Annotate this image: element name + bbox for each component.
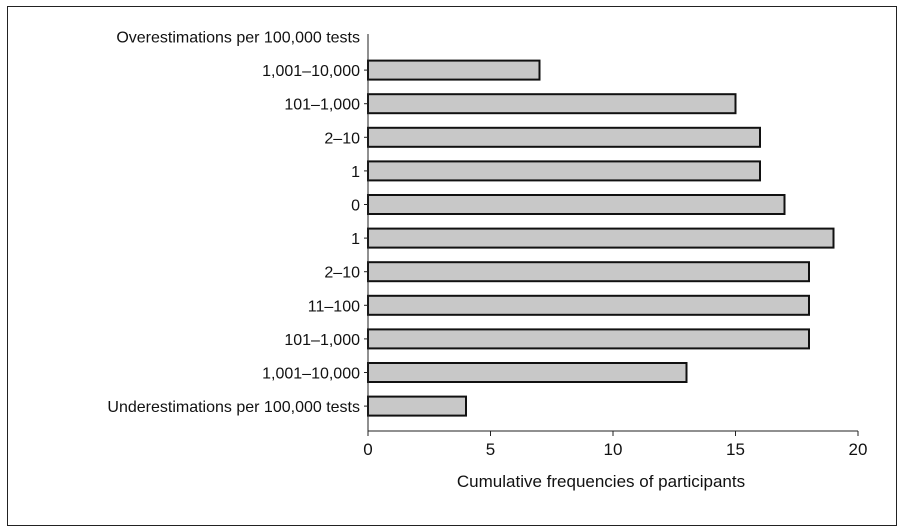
- y-axis-ticks: [364, 69, 368, 407]
- category-label: 0: [351, 198, 360, 215]
- bar: [367, 227, 835, 249]
- category-label: 11–100: [308, 298, 360, 315]
- bar: [367, 294, 810, 316]
- category-label: 1: [351, 231, 360, 248]
- category-label: 101–1,000: [284, 332, 360, 349]
- category-label: 2–10: [324, 130, 360, 147]
- bar: [367, 59, 541, 81]
- category-labels: Overestimations per 100,000 tests 1,001–1…: [107, 30, 360, 417]
- bar: [367, 328, 810, 350]
- bar-chart: Overestimations per 100,000 tests 1,001–1…: [107, 30, 867, 492]
- category-label: 1: [351, 164, 360, 181]
- x-tick-label: 10: [604, 440, 623, 459]
- category-label: 2–10: [324, 265, 360, 282]
- bar: [367, 362, 688, 383]
- bar: [367, 126, 761, 148]
- bar: [367, 395, 467, 417]
- x-axis-ticks: 0 5 10 15 20: [363, 431, 867, 459]
- category-label: Overestimations per 100,000 tests: [116, 30, 360, 47]
- bar: [367, 160, 761, 182]
- bar: [367, 93, 737, 115]
- x-tick-label: 5: [486, 440, 495, 459]
- category-label: 101–1,000: [284, 97, 360, 114]
- category-label: 1,001–10,000: [262, 366, 360, 383]
- bar: [367, 194, 786, 215]
- x-tick-label: 15: [726, 440, 745, 459]
- bars: [367, 59, 835, 417]
- x-tick-label: 0: [363, 440, 372, 459]
- category-label: Underestimations per 100,000 tests: [107, 399, 360, 416]
- x-axis-title: Cumulative frequencies of participants: [457, 472, 745, 491]
- category-label: 1,001–10,000: [262, 63, 360, 80]
- x-tick-label: 20: [849, 440, 868, 459]
- bar: [367, 261, 810, 283]
